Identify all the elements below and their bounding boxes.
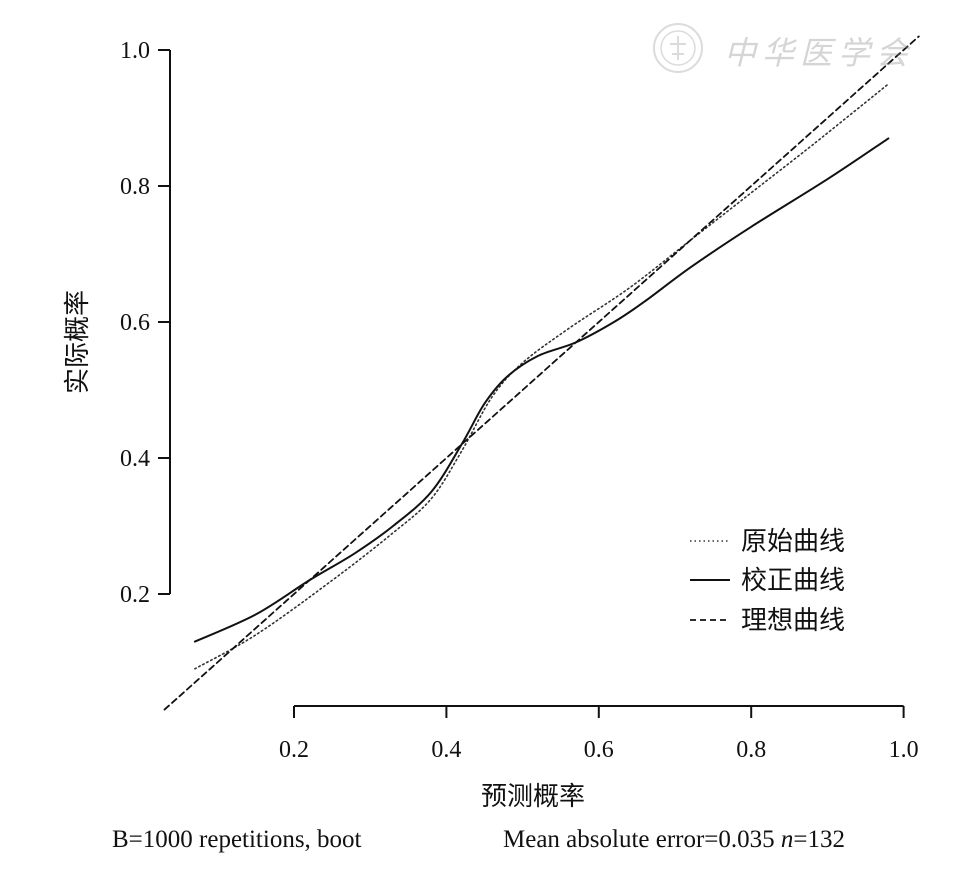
y-axis-title: 实际概率 [63, 290, 93, 394]
legend-label: 理想曲线 [741, 606, 845, 636]
x-tick-label: 1.0 [889, 737, 919, 763]
y-tick-label: 0.2 [120, 582, 150, 608]
watermark: 中华医学会 [648, 20, 944, 76]
y-tick-label: 0.8 [120, 174, 150, 200]
y-axis: 0.2 0.4 0.6 0.8 1.0 [120, 38, 171, 608]
x-tick-label: 0.2 [279, 737, 309, 763]
x-axis-title: 预测概率 [481, 782, 585, 812]
series-line-solid [193, 137, 890, 643]
watermark-text: 中华医学会 [724, 34, 915, 72]
series-line-dashed [163, 35, 920, 711]
x-tick-label: 0.6 [584, 737, 614, 763]
seal-icon [653, 23, 703, 73]
x-tick-label: 0.4 [431, 737, 461, 763]
footer-bootstrap-note: B=1000 repetitions, boot [112, 826, 362, 853]
legend-label: 原始曲线 [741, 527, 845, 557]
footer-n-value: =132 [793, 826, 846, 853]
series-layer [163, 35, 920, 711]
x-axis: 0.2 0.4 0.6 0.8 1.0 [279, 705, 919, 763]
y-tick-label: 0.6 [120, 310, 150, 336]
y-tick-label: 1.0 [120, 38, 150, 64]
x-tick-label: 0.8 [736, 737, 766, 763]
footer-error-prefix: Mean absolute error=0.035 [503, 826, 781, 853]
footer-error-note: Mean absolute error=0.035 n=132 [503, 826, 845, 854]
y-tick-label: 0.4 [120, 446, 150, 472]
footer-n-symbol: n [780, 826, 794, 853]
series-line-dotted [194, 83, 890, 670]
legend-label: 校正曲线 [741, 566, 845, 596]
